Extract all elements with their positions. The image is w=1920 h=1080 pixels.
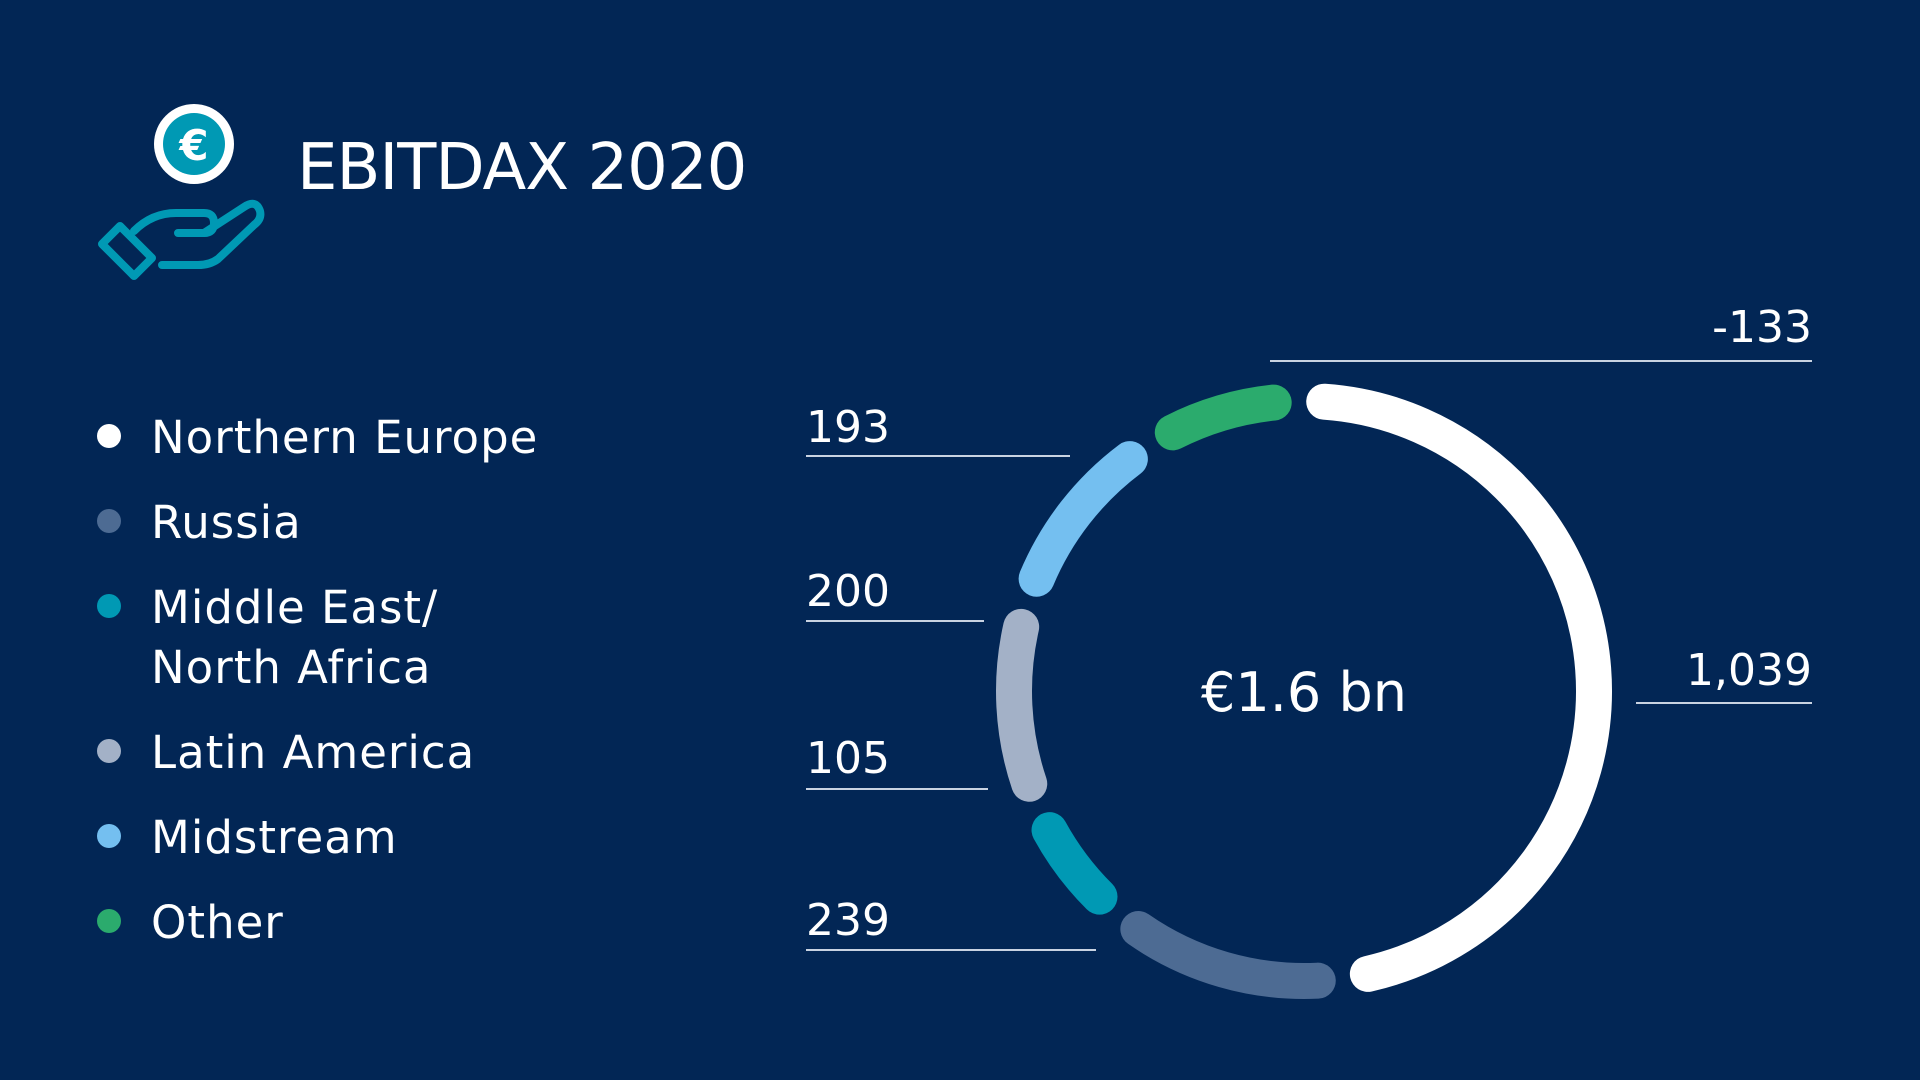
legend-item: Northern Europe bbox=[97, 408, 538, 468]
legend-marker bbox=[97, 909, 121, 933]
donut-segment bbox=[1031, 812, 1118, 915]
legend-label: Middle East/ North Africa bbox=[151, 581, 439, 694]
legend-marker bbox=[97, 824, 121, 848]
legend-marker bbox=[97, 594, 121, 618]
hand-euro-coin-icon: € bbox=[98, 104, 265, 280]
data-label: 1,039 bbox=[1686, 645, 1812, 696]
donut-segment bbox=[1154, 384, 1292, 451]
legend-marker bbox=[97, 509, 121, 533]
donut-segment bbox=[1120, 911, 1336, 999]
legend-marker bbox=[97, 739, 121, 763]
donut-center-label: €1.6 bn bbox=[1201, 661, 1407, 724]
legend-item: Midstream bbox=[97, 808, 398, 868]
legend-label: Northern Europe bbox=[151, 411, 539, 464]
data-label: 105 bbox=[806, 733, 890, 784]
donut-segment bbox=[1018, 441, 1148, 597]
legend-label: Other bbox=[151, 896, 284, 949]
legend-item: Other bbox=[97, 893, 284, 953]
data-label: 193 bbox=[806, 402, 890, 453]
legend-label: Latin America bbox=[151, 726, 476, 779]
legend-item: Latin America bbox=[97, 723, 475, 783]
page-title: EBITDAX 2020 bbox=[297, 131, 747, 205]
legend-item: Russia bbox=[97, 493, 302, 553]
legend-label: Midstream bbox=[151, 811, 398, 864]
legend-marker bbox=[97, 424, 121, 448]
donut-segment bbox=[996, 608, 1048, 802]
legend-label: Russia bbox=[151, 496, 302, 549]
data-label: -133 bbox=[1712, 302, 1812, 353]
svg-text:€: € bbox=[178, 121, 208, 170]
legend-item: Middle East/ North Africa bbox=[97, 578, 438, 698]
data-label: 239 bbox=[806, 895, 890, 946]
donut-segment bbox=[1306, 383, 1612, 992]
data-label: 200 bbox=[806, 566, 890, 617]
